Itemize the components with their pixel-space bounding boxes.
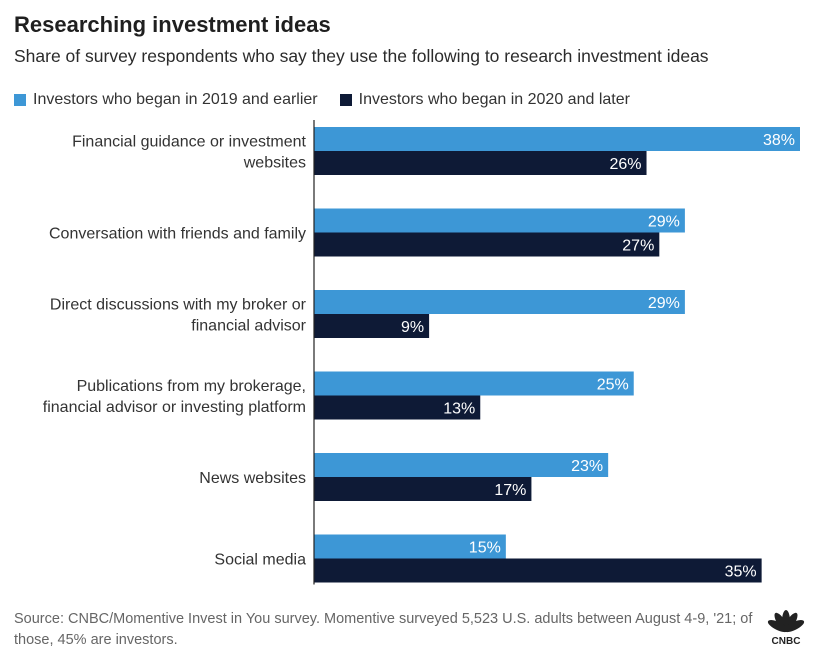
category-label: financial advisor	[191, 318, 306, 335]
bar-2019-earlier	[314, 453, 609, 477]
bar-2019-earlier	[314, 208, 685, 233]
data-label: 23%	[571, 458, 603, 475]
data-label: 26%	[609, 156, 641, 173]
bar-2020-later	[314, 314, 430, 338]
legend-swatch-2020-later	[339, 94, 352, 106]
bar-2020-later	[314, 395, 481, 420]
data-label: 15%	[469, 540, 501, 557]
bar-2019-earlier	[314, 127, 800, 151]
bar-2020-later	[314, 477, 532, 501]
data-label: 29%	[648, 295, 680, 312]
peacock-feathers	[767, 610, 805, 633]
chart-subtitle: Share of survey respondents who say they…	[14, 46, 709, 66]
data-label: 29%	[648, 214, 680, 231]
data-label: 38%	[763, 132, 795, 149]
category-label: Conversation with friends and family	[49, 226, 306, 243]
data-label: 9%	[401, 319, 424, 336]
source-note: Source: CNBC/Momentive Invest in You sur…	[14, 611, 753, 649]
legend-swatch-2019-earlier	[14, 94, 26, 106]
legend-item-2019-earlier: Investors who began in 2019 and earlier	[14, 91, 318, 109]
bar-2019-earlier	[314, 290, 685, 314]
logo-text: CNBC	[772, 636, 801, 646]
bar-2019-earlier	[314, 371, 634, 396]
legend-label-2020-later: Investors who began in 2020 and later	[358, 91, 630, 108]
category-label: Publications from my brokerage,	[77, 378, 306, 395]
legend-item-2020-later: Investors who began in 2020 and later	[339, 91, 630, 109]
category-label: Direct discussions with my broker or	[50, 297, 307, 314]
cnbc-peacock-logo: CNBC	[767, 610, 805, 646]
bar-2020-later	[314, 151, 647, 175]
chart-title: Researching investment ideas	[14, 12, 331, 37]
category-label: websites	[243, 155, 306, 172]
category-label: News websites	[199, 470, 306, 487]
legend: Investors who began in 2019 and earlier …	[14, 91, 652, 109]
data-label: 25%	[597, 377, 629, 394]
category-label: Social media	[214, 552, 306, 569]
data-label: 27%	[622, 238, 654, 255]
bar-chart: Financial guidance or investment websites…	[43, 120, 800, 585]
bar-2020-later	[314, 558, 762, 583]
legend-label-2019-earlier: Investors who began in 2019 and earlier	[33, 91, 318, 108]
data-label: 13%	[443, 401, 475, 418]
category-label: Financial guidance or investment	[72, 134, 306, 151]
bar-2020-later	[314, 232, 660, 257]
data-label: 35%	[725, 564, 757, 581]
bar-2019-earlier	[314, 534, 506, 559]
category-label: financial advisor or investing platform	[43, 399, 306, 416]
data-label: 17%	[494, 482, 526, 499]
